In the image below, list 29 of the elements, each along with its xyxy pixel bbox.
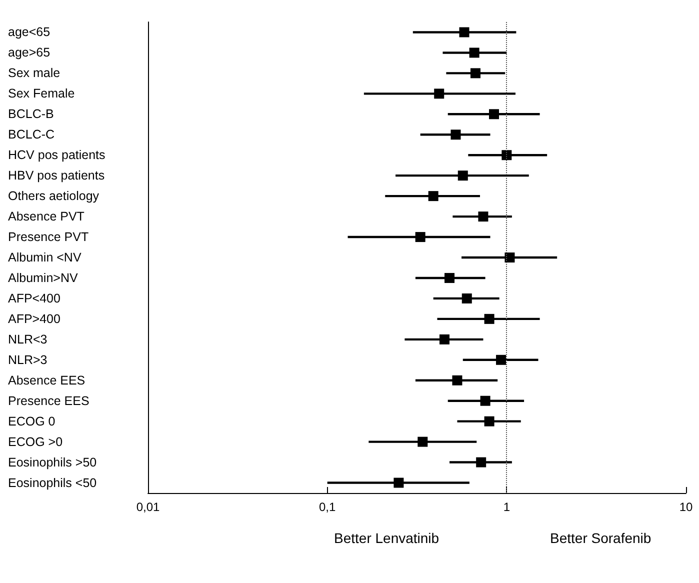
y-tick-label: Presence EES [8, 394, 90, 408]
x-tick-label: 0,01 [136, 500, 160, 514]
y-tick-label: Absence PVT [8, 210, 85, 224]
y-tick-label: BCLC-B [8, 107, 54, 122]
y-tick-label: AFP<400 [8, 291, 61, 306]
y-tick-label: age>65 [8, 46, 50, 60]
y-tick-label: Sex male [8, 66, 60, 80]
y-tick-label: age<65 [8, 25, 50, 40]
y-tick-label: NLR<3 [8, 332, 48, 346]
y-tick-label: ECOG >0 [8, 434, 63, 449]
y-tick-label: Albumin>NV [8, 270, 78, 285]
y-tick-label: AFP>400 [8, 312, 61, 326]
y-tick-label: ECOG 0 [8, 414, 56, 428]
x-tick-label: 1 [503, 500, 510, 514]
y-tick-label: Eosinophils <50 [8, 476, 97, 490]
y-tick-label: Presence PVT [8, 230, 89, 244]
y-tick-label: HBV pos patients [8, 168, 105, 183]
y-tick-label: HCV pos patients [8, 148, 106, 162]
y-tick-label: Absence EES [8, 373, 86, 388]
y-tick-label: Sex Female [8, 86, 75, 101]
x-tick-label: 10 [679, 500, 693, 514]
y-tick-label: NLR>3 [8, 352, 48, 367]
y-tick-label: Eosinophils >50 [8, 455, 97, 470]
y-tick-label: Albumin <NV [8, 250, 82, 264]
y-tick-label: BCLC-C [8, 128, 55, 142]
x-tick-label: 0,1 [318, 500, 336, 514]
text: Better Sorafenib [550, 530, 652, 546]
y-tick-label: Others aetiology [8, 189, 100, 204]
text: Better Lenvatinib [334, 530, 440, 546]
